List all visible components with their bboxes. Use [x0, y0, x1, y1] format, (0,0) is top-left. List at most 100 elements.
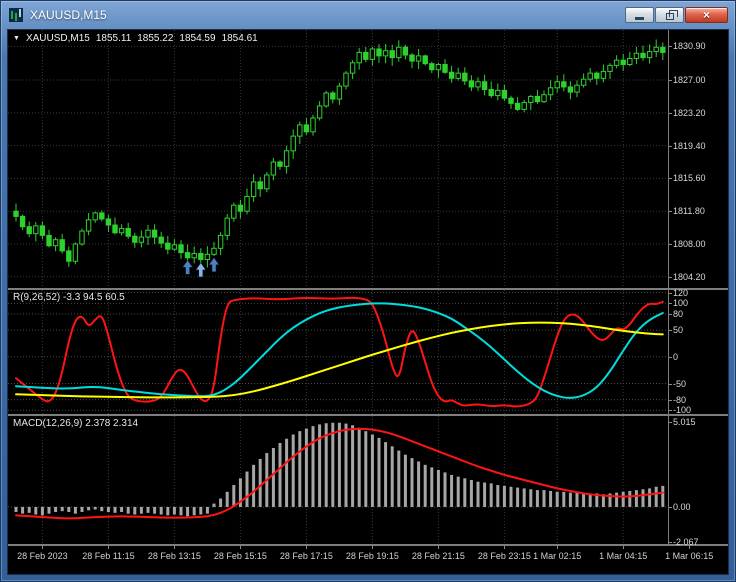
- time-axis-tick: [557, 546, 559, 549]
- price-axis-label: 1827.00: [673, 75, 706, 86]
- time-axis-tick: [42, 546, 44, 549]
- time-axis-tick: [108, 546, 110, 549]
- time-axis-label: 1 Mar 06:15: [665, 551, 714, 561]
- symbol-timeframe-label: XAUUSD,M15: [25, 33, 90, 44]
- time-axis-label: 28 Feb 2023: [17, 551, 68, 561]
- chart-client-area: ▼ XAUUSD,M15 1855.11 1855.22 1854.59 185…: [8, 30, 728, 574]
- price-axis-tick: [668, 303, 672, 305]
- oscillator-axis-label: -50: [673, 378, 687, 389]
- time-axis-label: 1 Mar 04:15: [599, 551, 648, 561]
- oscillator-indicator-label: R(9,26,52) -3.3 94.5 60.5: [13, 292, 125, 303]
- close-button[interactable]: ×: [685, 7, 728, 23]
- price-axis-tick: [668, 292, 672, 294]
- price-axis-tick: [668, 383, 672, 385]
- price-axis-label: 1804.20: [673, 271, 706, 282]
- oscillator-axis-label: 100: [673, 298, 689, 309]
- window-title: XAUUSD,M15: [30, 8, 107, 22]
- time-axis-label: 28 Feb 23:15: [477, 551, 531, 561]
- minimize-button[interactable]: [625, 7, 654, 23]
- price-axis-tick: [668, 422, 672, 424]
- symbol-info-bar: ▼ XAUUSD,M15 1855.11 1855.22 1854.59 185…: [13, 33, 258, 44]
- price-axis-tick: [668, 314, 672, 316]
- vertical-grid-lines: [41, 30, 624, 288]
- time-axis-tick: [174, 546, 176, 549]
- time-axis-tick: [240, 546, 242, 549]
- price-axis-tick: [668, 399, 672, 401]
- candlestick-series: [13, 39, 666, 268]
- macd-axis-label: 0.00: [673, 501, 691, 512]
- r-mid-line: [15, 302, 664, 399]
- macd-panel[interactable]: [8, 416, 668, 544]
- minimize-icon: [635, 16, 644, 20]
- oscillator-panel[interactable]: [8, 290, 668, 414]
- panel-separator[interactable]: [8, 544, 728, 546]
- price-axis-tick: [668, 506, 672, 508]
- time-axis-tick: [623, 546, 625, 549]
- time-axis-label: 28 Feb 19:15: [345, 551, 399, 561]
- price-axis-label: 1811.80: [673, 206, 705, 217]
- panel-separator[interactable]: [8, 414, 728, 416]
- price-axis-tick: [668, 541, 672, 543]
- macd-signal-line: [15, 427, 664, 520]
- ohlc-high: 1855.22: [137, 33, 174, 44]
- price-axis-tick: [668, 211, 672, 213]
- macd-histogram: [14, 422, 665, 517]
- time-axis-label: 28 Feb 21:15: [411, 551, 465, 561]
- time-axis-tick: [372, 546, 374, 549]
- oscillator-axis-label: 0: [673, 351, 679, 362]
- price-axis-tick: [668, 178, 672, 180]
- time-axis-label: 28 Feb 13:15: [147, 551, 201, 561]
- ohlc-low: 1854.59: [179, 33, 216, 44]
- r-slow-line: [15, 321, 664, 399]
- main-price-panel[interactable]: [8, 30, 668, 288]
- horizontal-grid-lines: [8, 45, 668, 278]
- price-axis-tick: [668, 145, 672, 147]
- time-axis-label: 28 Feb 11:15: [82, 551, 135, 561]
- price-axis-tick: [668, 330, 672, 332]
- time-axis-tick: [438, 546, 440, 549]
- time-axis-label: 28 Feb 17:15: [279, 551, 333, 561]
- price-axis-label: 1823.20: [673, 107, 706, 118]
- window-titlebar[interactable]: XAUUSD,M15 ×: [2, 2, 734, 28]
- price-axis-tick: [668, 243, 672, 245]
- symbol-dropdown-icon[interactable]: ▼: [13, 35, 20, 42]
- price-axis-label: 1808.00: [673, 238, 706, 249]
- macd-axis-label: 5.015: [673, 417, 696, 428]
- price-axis-tick: [668, 46, 672, 48]
- oscillator-axis-label: 50: [673, 325, 684, 336]
- price-axis-tick: [668, 356, 672, 358]
- price-axis[interactable]: 1830.90 1827.00 1823.20 1819.40 1815.60 1811.…: [668, 30, 728, 547]
- chart-app-icon: [8, 8, 24, 22]
- price-axis-label: 1830.90: [673, 41, 706, 52]
- oscillator-axis-label: 80: [673, 309, 684, 320]
- price-axis-label: 1819.40: [673, 140, 706, 151]
- time-axis[interactable]: 28 Feb 2023 28 Feb 11:15 28 Feb 13:15 28 Fe…: [8, 546, 728, 574]
- price-axis-border: [668, 30, 669, 546]
- level-lines: [8, 292, 668, 411]
- time-axis-label: 1 Mar 02:15: [533, 551, 582, 561]
- window-controls: ×: [625, 7, 728, 23]
- price-axis-label: 1815.60: [673, 173, 706, 184]
- time-axis-tick: [689, 546, 691, 549]
- trade-arrow-markers: [182, 257, 220, 278]
- time-axis-label: 28 Feb 15:15: [213, 551, 267, 561]
- restore-button[interactable]: [655, 7, 684, 23]
- macd-indicator-label: MACD(12,26,9) 2.378 2.314: [13, 418, 139, 429]
- time-axis-tick: [504, 546, 506, 549]
- r-fast-line: [15, 296, 664, 408]
- oscillator-axis-label: -100: [673, 405, 692, 416]
- price-axis-tick: [668, 276, 672, 278]
- oscillator-axis-label: -80: [673, 394, 687, 405]
- restore-icon: [665, 10, 678, 20]
- close-icon: ×: [702, 8, 710, 22]
- ohlc-open: 1855.11: [95, 33, 132, 44]
- macd-axis-label: -2.067: [673, 536, 699, 547]
- price-axis-tick: [668, 410, 672, 412]
- panel-separator[interactable]: [8, 288, 728, 290]
- ohlc-close: 1854.61: [221, 33, 258, 44]
- time-axis-tick: [306, 546, 308, 549]
- price-axis-tick: [668, 112, 672, 114]
- oscillator-axis-label: 120: [673, 287, 689, 298]
- price-axis-tick: [668, 80, 672, 82]
